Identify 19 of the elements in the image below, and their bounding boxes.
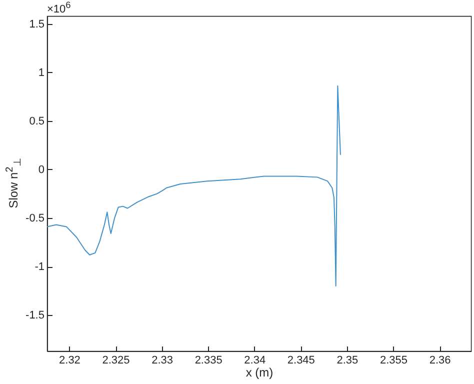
x-tick-label: 2.36: [429, 354, 451, 366]
y-tick-label: 1: [38, 66, 44, 79]
x-tick-label: 2.335: [194, 354, 222, 366]
y-tick-label: 0.5: [29, 115, 44, 128]
y-tick-label: 0: [38, 164, 44, 176]
line-series: [47, 85, 341, 286]
x-tick-label: 2.32: [59, 354, 80, 366]
y-tick-label: -0.5: [26, 212, 44, 224]
x-axis-title: x (m): [246, 366, 274, 380]
x-tick-label: 2.355: [380, 354, 408, 366]
y-tick-label: 1.5: [29, 18, 44, 30]
x-tick-label: 2.35: [336, 354, 358, 366]
y-tick-label: -1: [34, 261, 44, 274]
y-tick-label: -1.5: [26, 310, 44, 322]
x-tick-label: 2.325: [102, 354, 130, 366]
text: ×10$^{6}$: [47, 0, 71, 16]
x-tick-label: 2.345: [287, 354, 315, 366]
x-tick-label: 2.33: [152, 354, 174, 366]
x-tick-label: 2.34: [244, 354, 266, 366]
